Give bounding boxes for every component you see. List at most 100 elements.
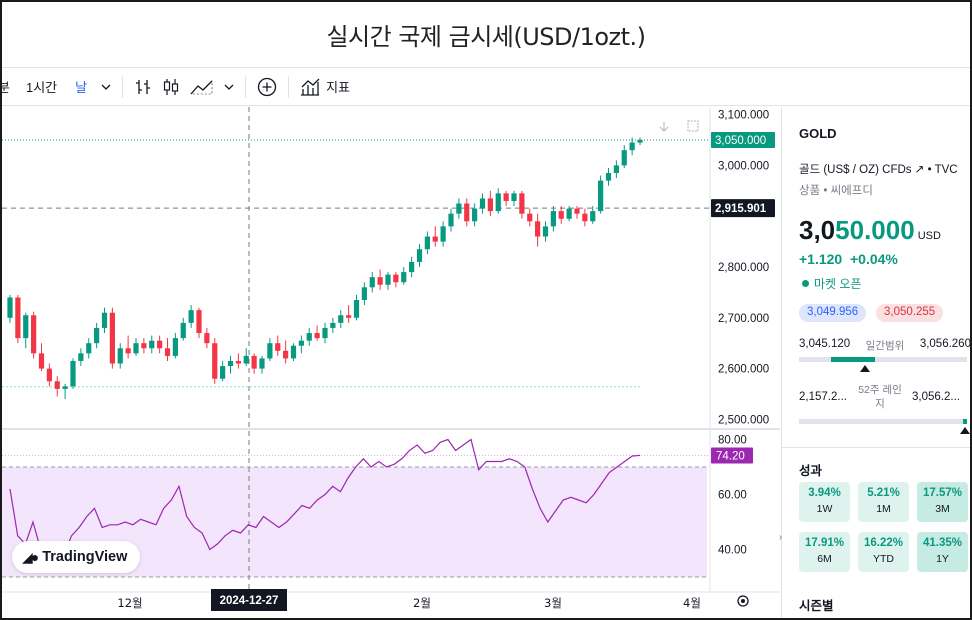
candle[interactable] bbox=[613, 165, 619, 174]
candle[interactable] bbox=[519, 193, 525, 214]
candle[interactable] bbox=[227, 360, 234, 367]
candle[interactable] bbox=[298, 340, 304, 346]
candle[interactable] bbox=[243, 355, 249, 364]
candle[interactable] bbox=[637, 140, 643, 143]
candle[interactable] bbox=[15, 297, 21, 339]
candle[interactable] bbox=[361, 287, 367, 301]
compare-add-icon[interactable] bbox=[252, 68, 282, 106]
area-chart-icon[interactable] bbox=[185, 68, 219, 106]
candle[interactable] bbox=[440, 226, 446, 242]
candle[interactable] bbox=[456, 203, 462, 214]
candle[interactable] bbox=[393, 274, 399, 283]
candle[interactable] bbox=[180, 322, 186, 339]
candle[interactable] bbox=[235, 360, 241, 364]
candle[interactable] bbox=[259, 358, 265, 369]
candle[interactable] bbox=[550, 211, 556, 227]
interval-1h-button[interactable]: 1시간 bbox=[25, 80, 58, 95]
candle[interactable] bbox=[283, 350, 289, 359]
candle[interactable] bbox=[54, 381, 60, 389]
candle[interactable] bbox=[448, 213, 454, 227]
candle[interactable] bbox=[70, 360, 76, 387]
candle[interactable] bbox=[346, 315, 352, 318]
candle[interactable] bbox=[290, 345, 297, 359]
fullscreen-icon[interactable] bbox=[687, 120, 699, 132]
candle[interactable] bbox=[157, 340, 163, 349]
interval-dropdown-icon[interactable] bbox=[96, 68, 116, 106]
candle[interactable] bbox=[424, 236, 430, 250]
candle[interactable] bbox=[46, 368, 52, 382]
candle[interactable] bbox=[353, 300, 360, 318]
candle[interactable] bbox=[566, 208, 572, 219]
candle[interactable] bbox=[385, 274, 391, 285]
candle[interactable] bbox=[267, 343, 273, 359]
candle[interactable] bbox=[511, 193, 517, 201]
candle[interactable] bbox=[542, 226, 549, 237]
candle[interactable] bbox=[464, 203, 470, 222]
candle[interactable] bbox=[503, 193, 509, 201]
candle[interactable] bbox=[535, 221, 541, 237]
candle[interactable] bbox=[322, 327, 328, 339]
candle[interactable] bbox=[7, 297, 13, 318]
candle[interactable] bbox=[220, 366, 226, 379]
candle[interactable] bbox=[605, 173, 612, 181]
candle[interactable] bbox=[251, 355, 257, 369]
candle-chart-icon[interactable] bbox=[157, 68, 185, 106]
candle[interactable] bbox=[172, 338, 178, 356]
candle[interactable] bbox=[306, 333, 312, 341]
candle[interactable] bbox=[109, 312, 115, 364]
scroll-to-bottom-icon[interactable] bbox=[659, 122, 669, 132]
candle[interactable] bbox=[31, 315, 37, 354]
candle[interactable] bbox=[377, 277, 383, 285]
interval-day-button[interactable]: 날 bbox=[75, 80, 88, 95]
chart-area[interactable]: 3,100.000 3,000.000 2,800.000 2,700.000 2,60… bbox=[2, 107, 780, 618]
tradingview-logo[interactable]: ◢● TradingView bbox=[12, 541, 140, 573]
settings-gear-icon[interactable] bbox=[737, 595, 749, 607]
candle[interactable] bbox=[212, 343, 218, 379]
symbol-name-text[interactable]: 골드 (US$ / OZ) CFDs bbox=[799, 164, 912, 176]
candle[interactable] bbox=[38, 353, 45, 369]
candle[interactable] bbox=[188, 310, 194, 323]
candle[interactable] bbox=[101, 312, 108, 328]
candle[interactable] bbox=[369, 277, 375, 288]
panel-collapse-chevron-icon[interactable]: › bbox=[779, 532, 783, 543]
candle[interactable] bbox=[86, 343, 92, 354]
candle[interactable] bbox=[141, 343, 147, 349]
indicators-button[interactable]: 지표 bbox=[295, 68, 355, 106]
candle[interactable] bbox=[78, 353, 84, 361]
candle[interactable] bbox=[629, 142, 635, 151]
candle[interactable] bbox=[401, 272, 407, 283]
candle[interactable] bbox=[574, 208, 580, 214]
candle[interactable] bbox=[125, 348, 131, 354]
candle[interactable] bbox=[149, 340, 155, 349]
candle[interactable] bbox=[558, 211, 564, 219]
external-link-icon[interactable]: ↗ bbox=[914, 164, 925, 176]
candle[interactable] bbox=[409, 261, 415, 273]
candle[interactable] bbox=[204, 333, 210, 344]
candle[interactable] bbox=[487, 198, 493, 212]
candle[interactable] bbox=[582, 213, 588, 222]
candle[interactable] bbox=[527, 213, 533, 222]
chart-type-dropdown-icon[interactable] bbox=[219, 68, 239, 106]
candle[interactable] bbox=[495, 193, 501, 212]
candle[interactable] bbox=[117, 348, 123, 364]
candle[interactable] bbox=[314, 333, 320, 339]
candle[interactable] bbox=[479, 198, 486, 209]
candle[interactable] bbox=[275, 343, 281, 351]
candle[interactable] bbox=[133, 343, 139, 354]
bar-chart-icon[interactable] bbox=[129, 68, 157, 106]
candle[interactable] bbox=[472, 208, 478, 222]
interval-cut-label[interactable]: 분 bbox=[2, 68, 15, 106]
candle[interactable] bbox=[621, 150, 627, 166]
candle[interactable] bbox=[338, 315, 344, 323]
candle[interactable] bbox=[94, 327, 100, 344]
candle[interactable] bbox=[196, 310, 202, 334]
candle[interactable] bbox=[62, 386, 68, 389]
candle[interactable] bbox=[590, 211, 596, 222]
rsi-line[interactable] bbox=[9, 438, 641, 562]
candle[interactable] bbox=[330, 322, 336, 328]
candle[interactable] bbox=[164, 348, 171, 356]
candle[interactable] bbox=[416, 249, 423, 262]
candle[interactable] bbox=[432, 236, 438, 242]
candle[interactable] bbox=[23, 315, 29, 339]
symbol-ticker[interactable]: GOLD bbox=[799, 126, 837, 141]
